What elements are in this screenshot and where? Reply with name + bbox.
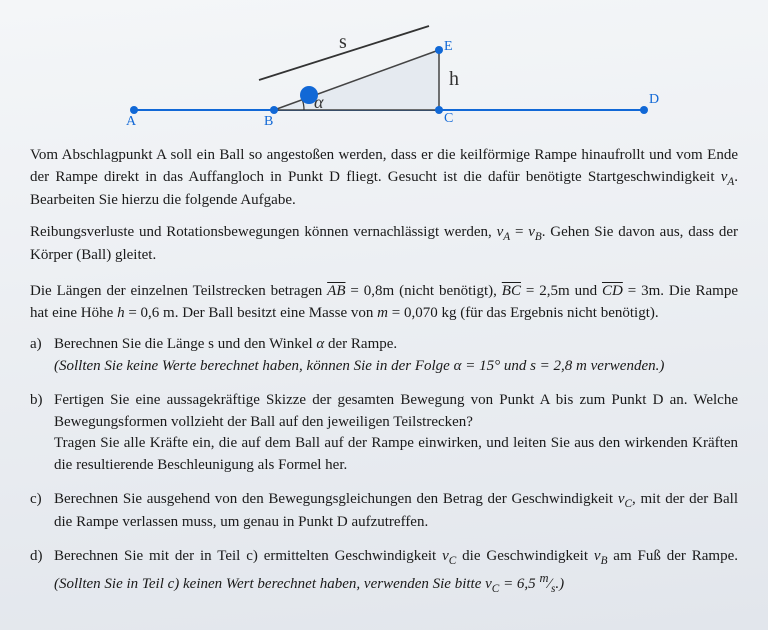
task-content: Fertigen Sie eine aussagekräftige Skizze… xyxy=(54,390,738,477)
label-b: B xyxy=(264,114,273,129)
task-marker: d) xyxy=(30,546,54,598)
ramp-triangle xyxy=(274,50,439,110)
point-a xyxy=(130,106,138,114)
task-d: d) Berechnen Sie mit der in Teil c) ermi… xyxy=(30,546,738,598)
task-b: b) Fertigen Sie eine aussagekräftige Ski… xyxy=(30,390,738,477)
label-s: s xyxy=(339,31,347,53)
point-d xyxy=(640,106,648,114)
task-content: Berechnen Sie mit der in Teil c) ermitte… xyxy=(54,546,738,598)
point-b xyxy=(270,106,278,114)
intro-paragraph-1: Vom Abschlagpunkt A soll ein Ball so ang… xyxy=(30,145,738,212)
task-content: Berechnen Sie ausgehend von den Bewegung… xyxy=(54,489,738,534)
task-c: c) Berechnen Sie ausgehend von den Beweg… xyxy=(30,489,738,534)
ramp-diagram: A B C D E s h α xyxy=(104,20,664,130)
intro-paragraph-2: Reibungsverluste und Rotationsbewegungen… xyxy=(30,222,738,267)
task-marker: b) xyxy=(30,390,54,477)
task-marker: c) xyxy=(30,489,54,534)
task-content: Berechnen Sie die Länge s und den Winkel… xyxy=(54,334,738,378)
task-list: a) Berechnen Sie die Länge s und den Win… xyxy=(30,334,738,597)
label-alpha: α xyxy=(314,92,324,112)
label-d: D xyxy=(649,92,659,107)
label-c: C xyxy=(444,111,453,126)
intro-paragraph-3: Die Längen der einzelnen Teilstrecken be… xyxy=(30,281,738,325)
label-a: A xyxy=(126,114,137,129)
task-a: a) Berechnen Sie die Länge s und den Win… xyxy=(30,334,738,378)
label-h: h xyxy=(449,68,459,90)
label-e: E xyxy=(444,39,453,54)
point-c xyxy=(435,106,443,114)
task-marker: a) xyxy=(30,334,54,378)
point-e xyxy=(435,46,443,54)
